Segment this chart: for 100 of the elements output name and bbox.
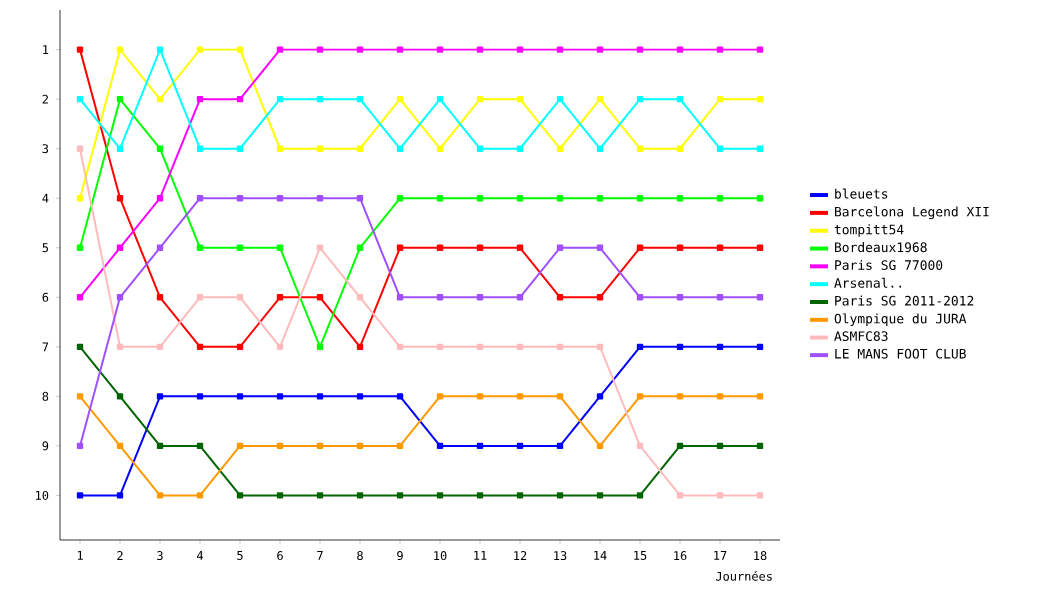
point (356, 393, 364, 400)
point (556, 95, 564, 103)
point (716, 442, 724, 450)
point (756, 442, 764, 450)
point (236, 294, 244, 301)
point (716, 294, 724, 301)
point (676, 244, 684, 251)
point (396, 442, 404, 450)
point (636, 393, 644, 400)
point (596, 95, 604, 103)
point (396, 343, 404, 351)
point (76, 46, 84, 53)
point (476, 343, 484, 351)
point (116, 145, 124, 152)
point (676, 294, 684, 301)
point (316, 95, 324, 103)
point (436, 393, 444, 400)
point (276, 442, 284, 450)
point (236, 393, 244, 400)
point (276, 244, 284, 251)
point (516, 442, 524, 450)
point (196, 343, 204, 351)
point (716, 244, 724, 251)
point (596, 393, 604, 400)
point (116, 393, 124, 400)
point (476, 442, 484, 450)
point (436, 492, 444, 499)
point (396, 195, 404, 202)
point (156, 442, 164, 450)
point (276, 343, 284, 351)
point (516, 145, 524, 152)
point (476, 46, 484, 53)
point (756, 95, 764, 103)
point (116, 492, 124, 499)
point (116, 244, 124, 251)
point (516, 95, 524, 103)
point (316, 492, 324, 499)
point (556, 492, 564, 499)
point (516, 343, 524, 351)
point (556, 244, 564, 251)
point (436, 294, 444, 301)
point (76, 343, 84, 351)
point (756, 343, 764, 351)
point (116, 46, 124, 53)
point (196, 294, 204, 301)
point (156, 244, 164, 251)
point (276, 95, 284, 103)
point (476, 294, 484, 301)
point (476, 145, 484, 152)
point (516, 294, 524, 301)
point (316, 195, 324, 202)
point (196, 46, 204, 53)
point (196, 492, 204, 499)
point (716, 95, 724, 103)
point (636, 442, 644, 450)
point (596, 46, 604, 53)
point (716, 492, 724, 499)
point (316, 244, 324, 251)
point (236, 492, 244, 499)
point (476, 393, 484, 400)
point (436, 145, 444, 152)
point (556, 145, 564, 152)
point (116, 294, 124, 301)
point (196, 95, 204, 103)
point (436, 244, 444, 251)
point (676, 492, 684, 499)
point (516, 393, 524, 400)
point (476, 95, 484, 103)
point (356, 95, 364, 103)
point (636, 95, 644, 103)
point (756, 145, 764, 152)
point (596, 244, 604, 251)
point (516, 195, 524, 202)
point (516, 46, 524, 53)
point (436, 343, 444, 351)
point (636, 294, 644, 301)
point (676, 393, 684, 400)
point (516, 244, 524, 251)
point (356, 46, 364, 53)
point (556, 393, 564, 400)
point (676, 442, 684, 450)
point (76, 244, 84, 251)
point (716, 145, 724, 152)
point (436, 195, 444, 202)
point (596, 145, 604, 152)
point (236, 343, 244, 351)
point (316, 343, 324, 351)
point (356, 343, 364, 351)
point (156, 195, 164, 202)
point (76, 195, 84, 202)
point (396, 46, 404, 53)
point (436, 46, 444, 53)
point (396, 492, 404, 499)
point (276, 492, 284, 499)
point (396, 244, 404, 251)
point (396, 294, 404, 301)
point (676, 95, 684, 103)
point (116, 442, 124, 450)
point (316, 294, 324, 301)
point (196, 442, 204, 450)
